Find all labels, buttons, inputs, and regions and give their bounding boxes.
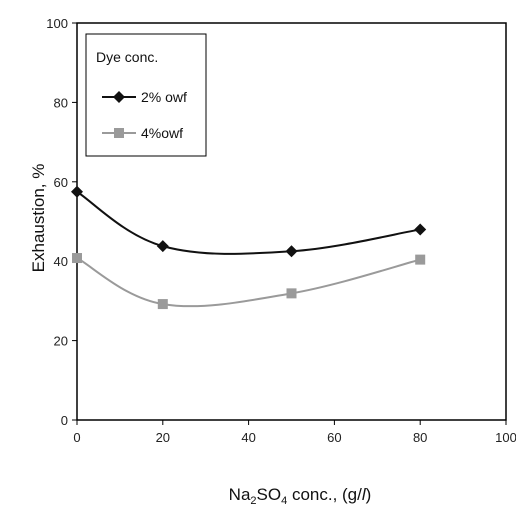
x-title-italic: l: [362, 485, 367, 504]
y-tick-label-1: 20: [54, 334, 68, 349]
x-title-suffix: conc., (g/: [287, 485, 362, 504]
legend-title: Dye conc.: [96, 49, 158, 65]
y-axis-ticks: 0 20 40 60 80 100: [46, 16, 77, 428]
y-tick-label-4: 80: [54, 95, 68, 110]
x-tick-label-5: 100: [495, 430, 516, 445]
legend-label-series-2: 4%owf: [141, 125, 183, 141]
y-tick-label-5: 100: [46, 16, 68, 31]
series-line-1: [76, 190, 421, 255]
y-tick-label-2: 40: [54, 254, 68, 269]
legend-label-series-1: 2% owf: [141, 89, 187, 105]
series-1-point-3: [414, 223, 427, 236]
x-tick-label-4: 80: [413, 430, 427, 445]
series-1-point-0: [71, 185, 83, 198]
x-tick-label-1: 20: [156, 430, 170, 445]
series-2-point-1: [157, 299, 168, 310]
series-1-point-2: [285, 245, 298, 258]
y-tick-label-3: 60: [54, 175, 68, 190]
x-axis-title: Na2SO4 conc., (g/l): [229, 485, 372, 507]
x-tick-label-3: 60: [327, 430, 341, 445]
x-tick-label-0: 0: [73, 430, 80, 445]
y-axis-title: Exhaustion, %: [29, 164, 48, 273]
x-axis-ticks: 0 20 40 60 80 100: [73, 420, 516, 445]
series-1-point-1: [156, 240, 169, 253]
legend-box: [85, 33, 207, 157]
series-2-point-0: [72, 253, 82, 264]
legend-marker-series-2: [114, 128, 124, 138]
series-line-2: [76, 257, 421, 308]
y-tick-label-0: 0: [61, 413, 68, 428]
series-layer: [71, 185, 427, 310]
x-title-prefix: Na: [229, 485, 251, 504]
legend-marker-series-1: [113, 91, 125, 103]
x-title-mid: SO: [257, 485, 282, 504]
legend: Dye conc. 2% owf 4%owf: [85, 33, 207, 157]
x-title-sub2: 4: [281, 495, 287, 507]
plot-frame: [76, 22, 507, 421]
plot-area: [76, 22, 507, 421]
x-tick-label-2: 40: [241, 430, 255, 445]
x-title-end: ): [366, 485, 372, 504]
x-title-sub1: 2: [250, 495, 256, 507]
series-2-point-2: [286, 288, 297, 299]
series-2-point-3: [415, 254, 426, 265]
